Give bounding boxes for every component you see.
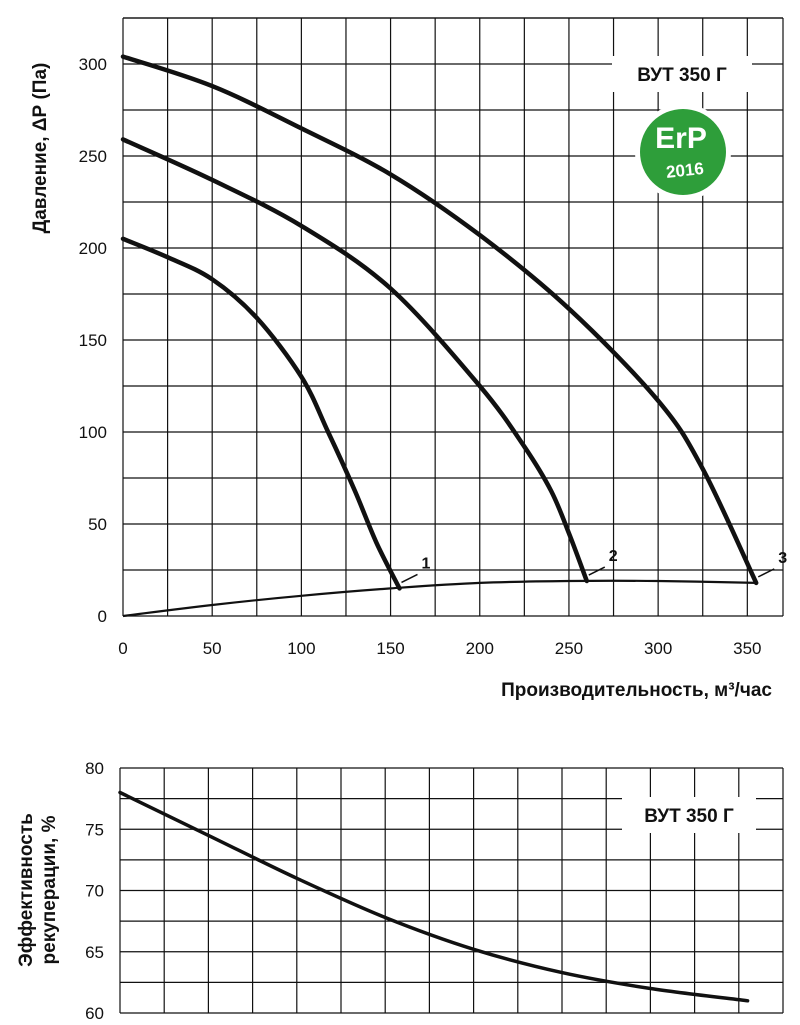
y-tick-label: 0 [98, 607, 107, 626]
curve-label-1: 1 [421, 555, 430, 572]
y-tick-label: 75 [85, 820, 104, 839]
system-curve [122, 579, 757, 618]
efficiency-y-axis-label-line2: рекуперации, % [39, 815, 60, 964]
efficiency-y-axis-label: Эффективностьрекуперации, % [16, 813, 60, 967]
pressure-y-ticks: 0 50 100 150 200 250 300 [79, 55, 107, 626]
efficiency-chart-title: ВУТ 350 Г [644, 806, 734, 827]
y-tick-label: 70 [85, 882, 104, 901]
efficiency-curve [118, 790, 750, 1003]
y-tick-label: 50 [88, 515, 107, 534]
pressure-curve-3 [120, 54, 759, 586]
y-tick-label: 300 [79, 55, 107, 74]
efficiency-curves [118, 790, 750, 1003]
erp-badge-text: ErP [655, 122, 707, 155]
x-tick-label: 250 [555, 639, 583, 658]
x-tick-label: 200 [466, 639, 494, 658]
erp-badge-circle [640, 109, 726, 195]
pressure-curve-1 [120, 236, 402, 591]
erp-badge: ErP 2016 [635, 104, 731, 200]
pressure-x-axis-label: Производительность, м³/час [501, 680, 772, 701]
pressure-curve-2 [120, 137, 590, 584]
efficiency-y-ticks: 60 65 70 75 80 [85, 759, 104, 1023]
x-tick-label: 100 [287, 639, 315, 658]
x-tick-label: 350 [733, 639, 761, 658]
curve-label-2: 2 [609, 548, 618, 565]
pressure-curves [120, 54, 759, 618]
pressure-title-box [612, 56, 752, 92]
erp-badge-year: 2016 [665, 159, 705, 182]
pressure-curve-labels: 1 2 3 [401, 548, 787, 584]
pressure-chart: 0 50 100 150 200 250 300 0 50 100 150 200 250 300 350… [30, 17, 787, 701]
curve-label-leader [757, 568, 775, 578]
y-tick-label: 200 [79, 239, 107, 258]
y-tick-label: 150 [79, 331, 107, 350]
y-tick-label: 65 [85, 943, 104, 962]
y-tick-label: 250 [79, 147, 107, 166]
efficiency-title-box [622, 797, 756, 833]
curve-label-3: 3 [778, 550, 787, 567]
pressure-chart-title: ВУТ 350 Г [637, 65, 727, 86]
y-tick-label: 100 [79, 423, 107, 442]
curve-label-leader [401, 573, 418, 584]
efficiency-grid [119, 767, 784, 1014]
x-tick-label: 300 [644, 639, 672, 658]
pressure-y-axis-label: Давление, ΔР (Па) [30, 63, 51, 234]
curve-label-leader [588, 566, 606, 576]
efficiency-chart: 60 65 70 75 80 Эффективностьрекуперации, % В… [16, 759, 784, 1023]
y-tick-label: 60 [85, 1004, 104, 1023]
y-tick-label: 80 [85, 759, 104, 778]
pressure-x-ticks: 0 50 100 150 200 250 300 350 [118, 639, 761, 658]
x-tick-label: 150 [376, 639, 404, 658]
x-tick-label: 50 [203, 639, 222, 658]
efficiency-y-axis-label-line1: Эффективность [16, 813, 37, 967]
x-tick-label: 0 [118, 639, 127, 658]
